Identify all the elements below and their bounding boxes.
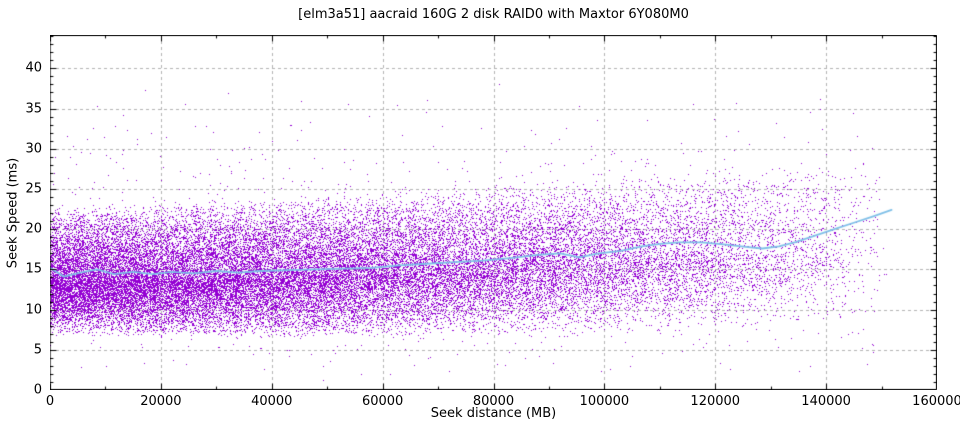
y-tick-label: 25: [25, 181, 42, 197]
y-tick-label: 5: [33, 342, 42, 358]
scatter-plot-canvas: [50, 35, 937, 390]
y-tick-label: 0: [33, 382, 42, 398]
x-tick-label: 60000: [361, 394, 404, 409]
y-tick-label: 15: [25, 261, 42, 277]
y-tick-label: 30: [25, 141, 42, 157]
x-tick-label: 80000: [472, 394, 515, 409]
x-tick-label: 0: [45, 394, 55, 409]
x-tick-label: 40000: [251, 394, 293, 409]
x-axis-label: Seek distance (MB): [430, 406, 557, 421]
y-tick-label: 20: [25, 221, 42, 237]
y-axis-label: Seek Speed (ms): [5, 157, 21, 269]
x-tick-label: 20000: [140, 394, 182, 409]
y-tick-label: 35: [25, 101, 42, 117]
chart-title: [elm3a51] aacraid 160G 2 disk RAID0 with…: [298, 7, 689, 22]
y-tick-label: 40: [25, 60, 42, 76]
x-tick-label: 160000: [912, 394, 960, 409]
x-tick-label: 100000: [579, 394, 630, 409]
x-tick-label: 140000: [801, 394, 851, 409]
y-tick-label: 10: [25, 302, 42, 318]
x-tick-label: 120000: [690, 394, 741, 409]
